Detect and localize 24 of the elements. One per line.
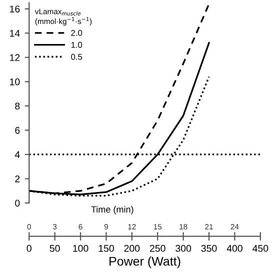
y-tick-label: 2 bbox=[15, 175, 20, 182]
x-tick-label: 200 bbox=[124, 244, 140, 252]
y-tick-label: 0 bbox=[15, 200, 20, 207]
x-tick-label: 50 bbox=[50, 244, 60, 252]
x-axis-title: Power (Watt) bbox=[110, 256, 180, 268]
y-tick-label: 12 bbox=[10, 54, 20, 61]
y-tick-label: 16 bbox=[10, 6, 20, 12]
x-tick-label: 100 bbox=[73, 244, 88, 252]
y-tick-label: 14 bbox=[10, 30, 20, 37]
y-tick-label: 8 bbox=[15, 102, 20, 110]
x-tick-label: 400 bbox=[226, 244, 242, 252]
y-tick-label: 6 bbox=[15, 126, 20, 134]
x-tick-label: 250 bbox=[150, 244, 166, 252]
x2-axis-title: Time (min) bbox=[91, 206, 134, 214]
x-tick-label: 150 bbox=[98, 244, 114, 252]
legend-label: 2.0 bbox=[71, 30, 82, 36]
y-tick-label: 10 bbox=[10, 78, 20, 86]
legend-label: 1.0 bbox=[71, 42, 82, 48]
x-tick-label: 450 bbox=[252, 244, 268, 252]
x-tick-label: 0 bbox=[26, 244, 32, 252]
legend-label: 0.5 bbox=[71, 54, 82, 60]
x-tick-label: 350 bbox=[201, 244, 217, 252]
x-tick-label: 300 bbox=[176, 244, 192, 252]
y-tick-label: 4 bbox=[14, 151, 20, 158]
